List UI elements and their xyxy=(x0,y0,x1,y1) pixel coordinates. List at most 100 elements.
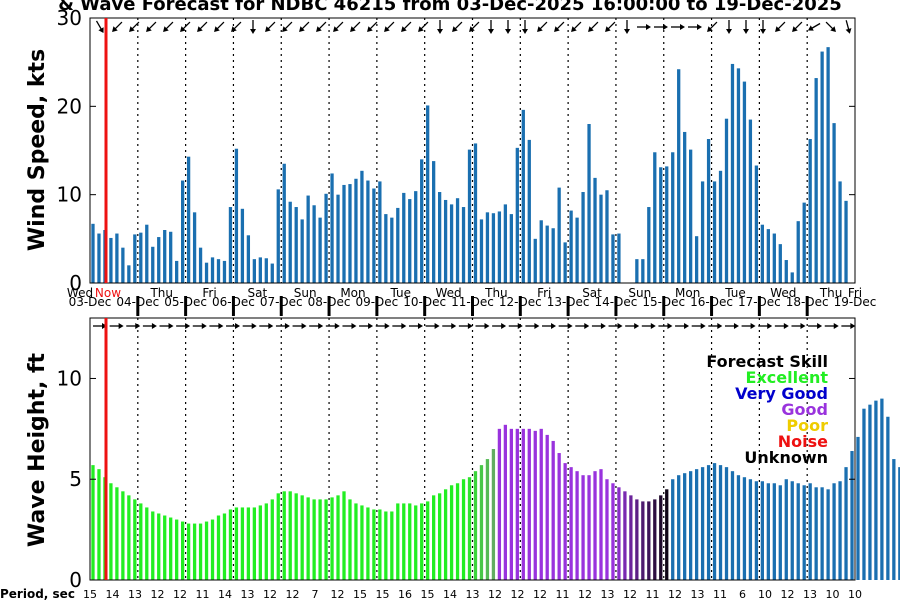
day-separator xyxy=(518,296,522,316)
wind-bar xyxy=(772,233,776,283)
period-tick-label: 12 xyxy=(173,588,187,600)
direction-arrow xyxy=(159,323,174,329)
wind-bar xyxy=(354,178,358,283)
direction-arrow xyxy=(265,21,276,32)
wind-bar xyxy=(198,247,203,283)
legend-item-excellent: Excellent xyxy=(746,368,829,387)
wind-bar xyxy=(581,192,585,283)
wind-bar xyxy=(473,143,478,283)
direction-arrow xyxy=(95,20,104,34)
period-tick-label: 7 xyxy=(312,588,319,600)
wind-bar xyxy=(653,152,657,283)
wave-bar xyxy=(659,495,663,580)
direction-arrow xyxy=(658,323,673,329)
day-weekday-label: Fri xyxy=(537,286,551,300)
wave-bar xyxy=(192,523,197,580)
wave-bar xyxy=(694,469,699,580)
direction-arrow xyxy=(688,24,702,30)
wind-y-tick-label: 0 xyxy=(69,271,82,295)
wind-bar xyxy=(748,119,753,283)
wind-bar xyxy=(467,149,472,283)
wind-bar xyxy=(635,259,639,283)
wind-bar xyxy=(324,193,328,283)
period-tick-label: 13 xyxy=(466,588,480,600)
period-tick-label: 13 xyxy=(601,588,615,600)
wave-bar xyxy=(121,491,125,580)
wave-bar xyxy=(461,479,466,580)
day-date-label: 17-Dec xyxy=(738,295,781,309)
wave-bar xyxy=(563,463,567,580)
wind-bar xyxy=(264,258,268,283)
wave-bar xyxy=(605,479,609,580)
wave-bar xyxy=(426,501,430,580)
wave-bar xyxy=(186,523,191,580)
direction-arrow xyxy=(741,323,756,329)
day-separator xyxy=(279,296,283,316)
wind-bar xyxy=(808,139,812,283)
wind-bar xyxy=(677,69,681,283)
day-date-label: 13-Dec xyxy=(547,295,590,309)
day-date-label: 19-Dec xyxy=(834,295,877,309)
wave-bar xyxy=(844,467,848,580)
wind-bar xyxy=(796,221,800,283)
wind-y-tick-label: 20 xyxy=(57,94,82,118)
wind-bar xyxy=(485,212,490,283)
direction-arrow xyxy=(469,21,480,32)
direction-arrow xyxy=(775,21,786,32)
direction-arrow xyxy=(197,21,208,32)
day-separator xyxy=(710,296,714,316)
day-date-label: 18-Dec xyxy=(786,295,829,309)
wave-bar xyxy=(216,515,221,580)
wind-bar xyxy=(378,181,382,283)
wave-bar xyxy=(258,505,262,580)
day-weekday-label: Wed xyxy=(770,286,796,300)
wave-bar xyxy=(414,505,418,580)
direction-arrow xyxy=(825,21,836,32)
direction-arrow xyxy=(537,21,548,32)
wind-bar xyxy=(246,235,251,283)
wave-bar xyxy=(742,477,747,580)
direction-arrow xyxy=(641,323,656,329)
wave-bar xyxy=(772,483,776,580)
wave-bar xyxy=(479,465,484,580)
period-tick-label: 11 xyxy=(646,588,660,600)
wave-bar xyxy=(718,465,723,580)
wave-bar xyxy=(712,463,717,580)
wave-bar xyxy=(372,509,376,580)
wind-y-tick-label: 10 xyxy=(57,183,82,207)
wave-bar xyxy=(485,459,490,580)
wave-bar xyxy=(736,475,741,580)
direction-arrow xyxy=(588,21,599,32)
period-tick-label: 15 xyxy=(376,588,390,600)
wind-bar xyxy=(151,246,155,283)
wave-bar xyxy=(551,440,555,580)
direction-arrow xyxy=(525,323,540,329)
period-tick-label: 13 xyxy=(241,588,255,600)
direction-arrow xyxy=(824,323,839,329)
wave-bar xyxy=(826,489,830,580)
wave-bar xyxy=(294,493,298,580)
wave-bar xyxy=(240,507,245,580)
wind-axis-title: Wind Speed, kts xyxy=(25,49,50,251)
day-weekday-label: Sat xyxy=(248,286,268,300)
legend-item-noise: Noise xyxy=(778,432,828,451)
wave-bar xyxy=(306,497,310,580)
wind-bar xyxy=(276,189,280,283)
period-tick-label: 13 xyxy=(128,588,142,600)
period-tick-label: 13 xyxy=(691,588,705,600)
grid-lines xyxy=(137,18,808,580)
wave-bar xyxy=(820,487,824,580)
day-date-label: 03-Dec xyxy=(69,295,112,309)
wind-bar xyxy=(234,148,239,283)
day-weekday-label: Fri xyxy=(202,286,216,300)
direction-arrow xyxy=(708,323,723,329)
wind-bar xyxy=(342,184,346,283)
wind-bar xyxy=(539,220,543,283)
wave-bar xyxy=(348,499,352,580)
wave-bar xyxy=(366,507,370,580)
wave-bar xyxy=(210,519,215,580)
wave-bar xyxy=(802,485,806,580)
period-tick-label: 12 xyxy=(668,588,682,600)
wind-bar xyxy=(157,237,161,283)
wind-bar xyxy=(575,217,579,283)
